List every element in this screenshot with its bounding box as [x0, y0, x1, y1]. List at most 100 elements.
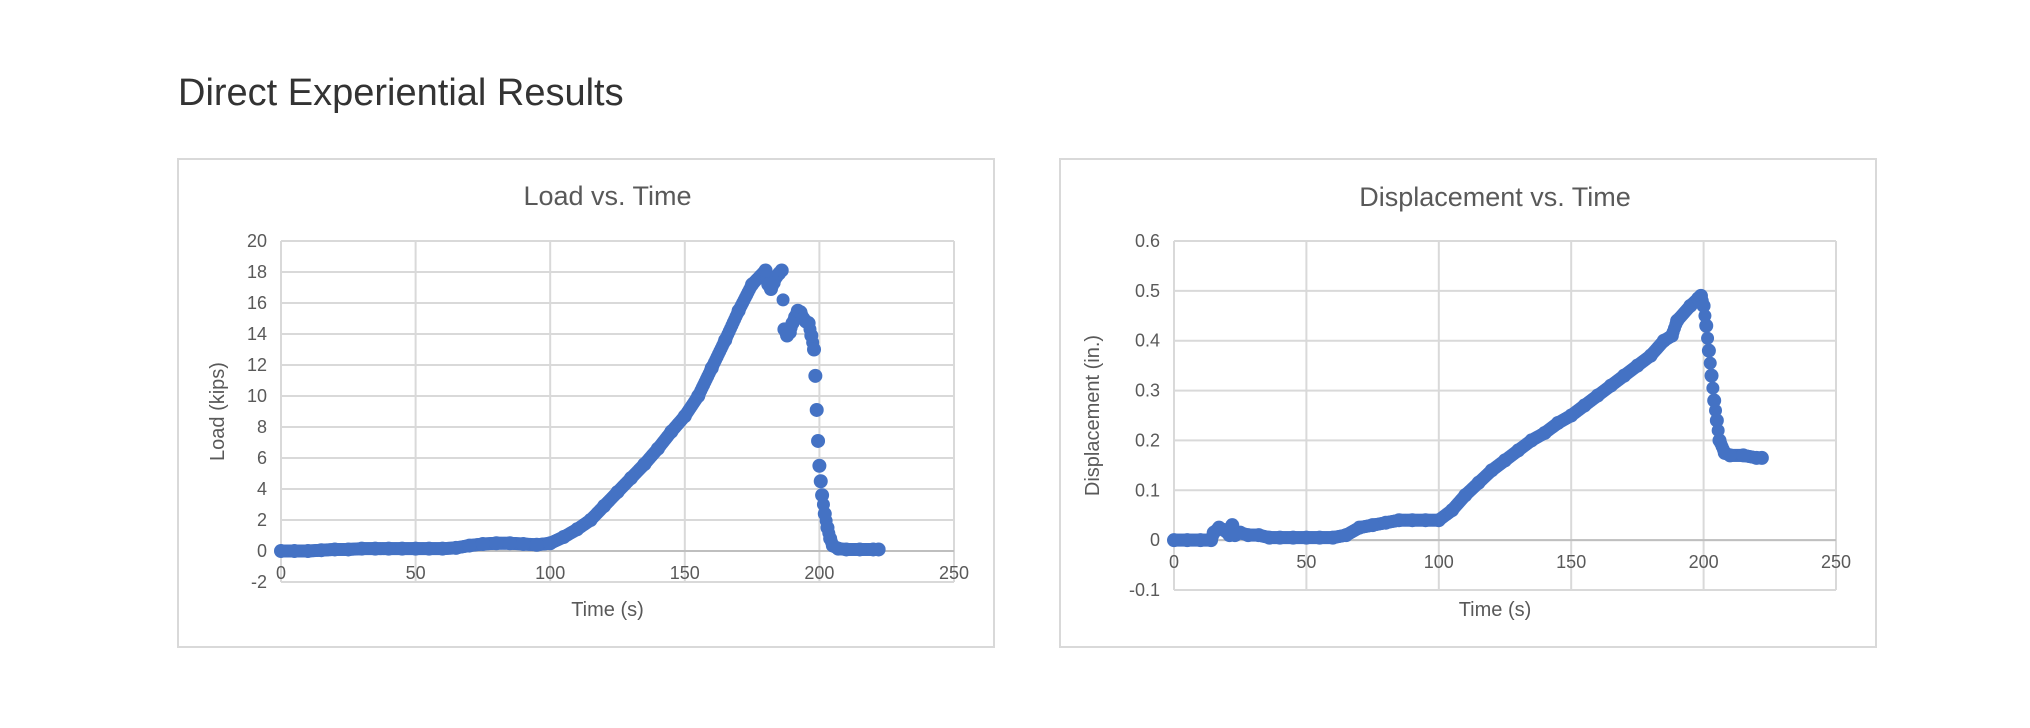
load-data-point — [801, 316, 816, 331]
load-data-point — [341, 542, 356, 557]
load-vs-time-chart: Load vs. Time -2 0 2 4 6 8 10 12 14 16 18 20 0 50 100 15… — [177, 158, 995, 648]
load-y-tick-label: -2 — [251, 572, 267, 592]
load-data-point — [815, 488, 830, 503]
load-data-point — [314, 543, 329, 558]
disp-data-point — [1272, 530, 1287, 545]
disp-chart-title: Displacement vs. Time — [1359, 182, 1631, 212]
load-data-point — [570, 522, 585, 537]
load-y-tick-label: 0 — [257, 541, 267, 561]
load-data-point — [462, 538, 477, 553]
load-data-point-fill — [776, 293, 790, 307]
disp-data-point — [1707, 393, 1722, 408]
load-y-tick-label: 10 — [247, 386, 267, 406]
disp-data-point — [1498, 453, 1512, 468]
load-y-tick-label: 6 — [257, 448, 267, 468]
disp-data-point — [1352, 520, 1367, 535]
disp-data-point — [1696, 298, 1711, 313]
disp-data-point — [1723, 448, 1738, 463]
displacement-chart-canvas: Displacement vs. Time -0.1 0 0.1 0.2 0.3 0.4 0.… — [1082, 182, 1851, 621]
load-data-point — [300, 544, 315, 558]
load-data-point — [556, 530, 571, 545]
disp-data-point — [1701, 343, 1716, 358]
load-data-point — [745, 277, 760, 292]
disp-data-point — [1630, 358, 1645, 373]
disp-data-point — [1262, 530, 1277, 545]
load-data-point — [774, 263, 789, 278]
disp-data-point — [1699, 318, 1714, 333]
disp-data-point — [1167, 533, 1181, 548]
disp-data-point — [1484, 463, 1499, 478]
load-x-axis-title: Time (s) — [571, 599, 644, 621]
disp-data-point — [1511, 443, 1526, 458]
disp-data-point — [1471, 475, 1486, 490]
disp-data-point — [1325, 530, 1340, 545]
load-data-point — [811, 433, 826, 448]
load-data-point — [408, 541, 423, 556]
load-data-point — [422, 541, 437, 556]
load-data-point — [368, 541, 383, 556]
disp-data-point — [1251, 528, 1266, 543]
load-y-tick-label: 12 — [247, 355, 267, 375]
disp-data-point — [1241, 528, 1256, 543]
load-data-point — [807, 342, 822, 357]
disp-y-tick-label: 0.3 — [1135, 381, 1160, 401]
disp-data-point — [1365, 518, 1380, 533]
disp-y-axis-title: Displacement (in.) — [1082, 335, 1104, 496]
disp-y-tick-label: 0.1 — [1135, 480, 1160, 500]
disp-data-point — [1550, 415, 1565, 430]
load-data-point — [583, 513, 598, 527]
load-data-point — [804, 328, 819, 343]
disp-x-tick-label: 250 — [1821, 552, 1851, 572]
disp-data-point — [1603, 378, 1618, 393]
load-data-point — [808, 368, 823, 383]
disp-data-point — [1754, 450, 1769, 465]
load-data-point — [597, 499, 612, 514]
load-y-tick-label: 20 — [247, 231, 267, 251]
load-data-point — [839, 542, 854, 557]
load-data-point — [637, 457, 652, 472]
disp-data-point — [1193, 533, 1208, 548]
load-data-point — [475, 537, 490, 552]
load-data-point — [543, 536, 558, 551]
disp-x-tick-label: 150 — [1556, 552, 1586, 572]
load-data-point — [817, 506, 832, 521]
load-y-tick-label: 8 — [257, 417, 267, 437]
disp-data-point-fill — [1706, 381, 1720, 395]
disp-x-axis-title: Time (s) — [1459, 599, 1532, 621]
load-y-tick-label: 18 — [247, 262, 267, 282]
disp-y-tick-label: 0.2 — [1135, 430, 1160, 450]
disp-data-point — [1537, 425, 1552, 440]
disp-data-point — [1286, 530, 1301, 545]
load-x-tick-label: 100 — [535, 563, 565, 583]
disp-data-point — [1405, 513, 1420, 528]
load-data-point — [704, 361, 719, 376]
load-data-point — [664, 424, 679, 439]
disp-data-point — [1524, 433, 1539, 448]
load-y-axis-title: Load (kips) — [207, 362, 229, 461]
load-data-point — [718, 333, 733, 348]
disp-data-point-fill — [1701, 331, 1715, 345]
load-x-tick-label: 150 — [670, 563, 700, 583]
load-y-tick-label: 16 — [247, 293, 267, 313]
load-data-point — [809, 402, 824, 417]
load-data-point — [813, 474, 828, 489]
disp-data-point — [1445, 503, 1460, 518]
load-x-tick-label: 50 — [406, 563, 426, 583]
load-data-point — [274, 544, 288, 558]
disp-y-tick-label: 0 — [1150, 530, 1160, 550]
disp-data-point — [1704, 368, 1719, 383]
disp-data-point — [1180, 533, 1195, 548]
load-data-point — [623, 471, 638, 486]
disp-data-point — [1458, 488, 1473, 503]
displacement-vs-time-chart: Displacement vs. Time -0.1 0 0.1 0.2 0.3 0.4 0.… — [1059, 158, 1877, 648]
disp-data-point — [1664, 328, 1679, 343]
disp-data-point — [1378, 515, 1393, 530]
load-data-point — [529, 537, 544, 552]
disp-y-tick-label: -0.1 — [1129, 580, 1160, 600]
load-data-point — [820, 520, 835, 535]
disp-data-point — [1590, 388, 1605, 403]
load-data-point — [327, 542, 342, 557]
load-data-point — [731, 303, 746, 318]
load-x-tick-label: 0 — [276, 563, 286, 583]
